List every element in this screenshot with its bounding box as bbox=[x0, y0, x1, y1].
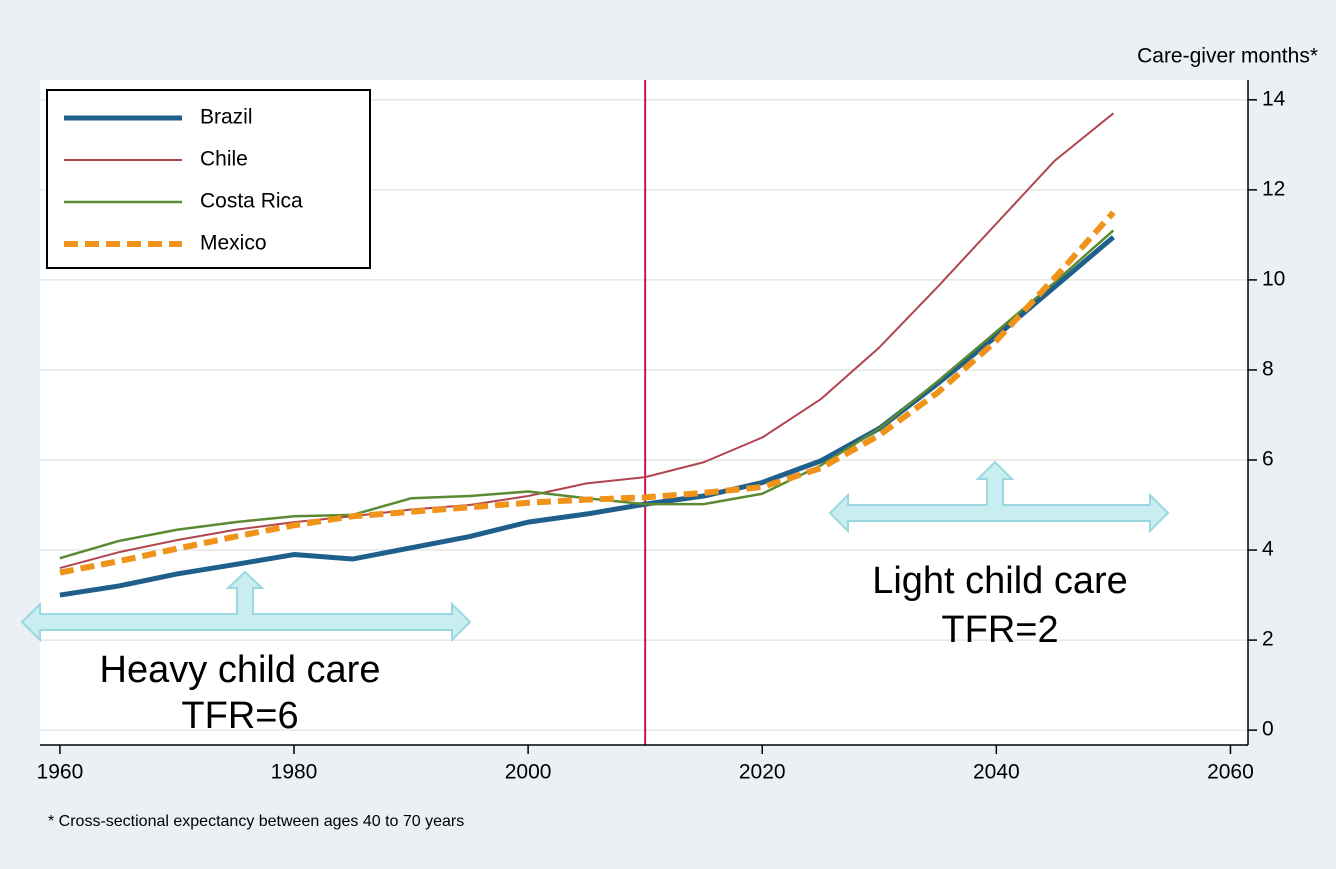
arrow-heavy bbox=[20, 570, 472, 643]
y-tick-label: 0 bbox=[1262, 718, 1274, 741]
y-axis-title: Care-giver months* bbox=[1137, 45, 1318, 68]
x-tick-label: 2040 bbox=[973, 761, 1020, 784]
x-tick-label: 2060 bbox=[1207, 761, 1254, 784]
line-0 bbox=[59, 235, 1116, 598]
y-tick-label: 6 bbox=[1262, 448, 1274, 471]
footnote: * Cross-sectional expectancy between age… bbox=[48, 813, 464, 830]
legend-label: Mexico bbox=[200, 232, 267, 255]
x-tick-label: 1960 bbox=[37, 761, 84, 784]
arrow-light bbox=[828, 460, 1170, 534]
marks bbox=[40, 80, 1248, 745]
y-tick-label: 2 bbox=[1262, 628, 1274, 651]
legend-label: Costa Rica bbox=[200, 190, 303, 213]
line-3 bbox=[59, 210, 1116, 576]
legend-label: Brazil bbox=[200, 106, 253, 129]
annotation: Heavy child care bbox=[100, 649, 381, 691]
y-tick-label: 10 bbox=[1262, 267, 1285, 290]
legend: Brazil Chile Costa Rica Mexico bbox=[46, 89, 371, 269]
legend-label: Chile bbox=[200, 148, 248, 171]
y-tick-label: 12 bbox=[1262, 177, 1285, 200]
arrows bbox=[20, 460, 1170, 643]
x-tick-label: 2000 bbox=[505, 761, 552, 784]
annotation: Light child care bbox=[872, 560, 1128, 602]
y-tick-label: 14 bbox=[1262, 87, 1286, 110]
annotation: TFR=6 bbox=[181, 695, 298, 737]
line-1 bbox=[59, 112, 1115, 570]
x-tick-label: 1980 bbox=[271, 761, 318, 784]
annotation: TFR=2 bbox=[941, 609, 1058, 651]
x-tick-label: 2020 bbox=[739, 761, 786, 784]
y-tick-label: 4 bbox=[1262, 538, 1274, 561]
y-tick-label: 8 bbox=[1262, 357, 1274, 380]
